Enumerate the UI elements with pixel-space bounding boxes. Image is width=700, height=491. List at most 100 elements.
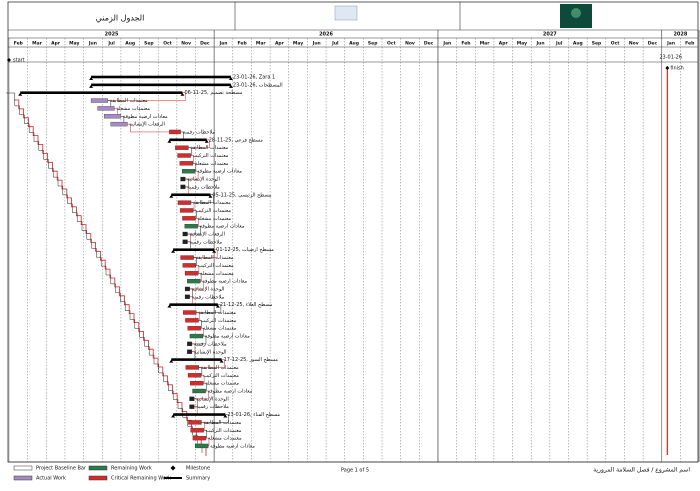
month-label: Mar: [32, 41, 43, 47]
relationship: [177, 194, 214, 203]
relationship-chain: [6, 92, 203, 453]
title: الجدول الزمني: [96, 14, 145, 23]
milestone-label: start: [13, 58, 25, 64]
legend-swatch: [13, 475, 33, 481]
task-label: الوحدة الإنشائية: [187, 177, 220, 183]
task-label: معادات ارضية مطوقة: [202, 279, 247, 285]
month-label: Dec: [424, 41, 434, 47]
month-label: Jul: [107, 41, 115, 47]
logo: [560, 4, 592, 28]
task-label: معتمدات مشغلة: [116, 106, 150, 112]
month-label: Dec: [648, 41, 658, 47]
task-label: 05-11-25, مسطح الرئيسي: [212, 192, 271, 198]
task-label: معتمدات التركيب: [198, 263, 234, 269]
task-label: معتمدات المطابقة: [190, 145, 228, 151]
summary-bar: [171, 193, 211, 197]
project-name: اسم المشروع / فصل السلامة المرورية: [593, 467, 690, 474]
task-label: معادات ارضية مطوقة: [200, 224, 245, 230]
legend-label: Project Baseline Bar: [36, 466, 87, 472]
year-label: 2027: [543, 32, 557, 38]
relationship: [175, 139, 210, 148]
month-label: Apr: [51, 41, 61, 47]
task-label: 23-01-26, المسطحات: [233, 82, 283, 88]
actual-bar: [97, 106, 115, 111]
task-label: معادات ارضية مطوقة: [208, 389, 253, 395]
task-label: ملاحظات رقمية: [187, 184, 220, 190]
relationship-chain: [14, 99, 207, 456]
milestone-label: finish: [670, 66, 683, 72]
month-label: Mar: [256, 41, 267, 47]
month-label: Sep: [592, 41, 602, 47]
legend-label: Milestone: [186, 466, 210, 472]
task-label: معتمدات مشغلة: [195, 161, 229, 167]
month-label: Oct: [611, 41, 620, 47]
legend-swatch: [88, 465, 108, 471]
task-label: 23-01-26, Zara 1: [233, 75, 275, 81]
month-label: May: [69, 41, 79, 47]
task-label: ملاحظات رقمية: [192, 294, 225, 300]
summary-bar: [173, 413, 226, 416]
summary-bar: [91, 83, 231, 87]
month-label: May: [517, 41, 527, 47]
milestone-bar: [184, 286, 190, 292]
month-label: Jan: [666, 41, 675, 47]
month-label: Feb: [461, 41, 471, 47]
relationship: [187, 335, 207, 345]
milestone-bar: [180, 184, 186, 190]
month-label: Feb: [685, 41, 695, 47]
logo: [334, 5, 358, 21]
task-label: 06-11-25, مسطحة تصميم: [184, 90, 242, 96]
critical-bar: [190, 380, 204, 386]
month-label: Feb: [14, 41, 24, 47]
task-label: معتمدات التركيب: [203, 373, 239, 379]
critical-bar: [169, 129, 181, 135]
month-label: Apr: [275, 41, 285, 47]
task-label: ملاحظات رقمية: [189, 239, 222, 245]
task-label: معتمدات المطابقة: [196, 255, 234, 261]
month-label: Feb: [238, 41, 248, 47]
remaining-bar: [184, 223, 198, 229]
task-label: معتمدات مشغلة: [205, 381, 239, 387]
task-label: 28-11-25, مسطح فرعي: [209, 137, 264, 143]
frame: [7, 1, 699, 463]
month-label: Jul: [555, 41, 563, 47]
critical-bar: [185, 318, 199, 323]
relationship: [185, 359, 225, 368]
summary-bar: [171, 358, 222, 361]
summary-bar: [91, 75, 231, 79]
milestone-bar: [182, 239, 188, 245]
month-label: Apr: [499, 41, 509, 47]
milestone-bar: [189, 396, 195, 402]
actual-bar: [90, 98, 108, 103]
milestone-bar: [180, 176, 186, 182]
task-label: 17-12-25, مسطح السور: [224, 357, 279, 363]
legend-swatch: [88, 475, 108, 481]
relationship: [180, 249, 218, 258]
year-label: 2028: [673, 32, 687, 38]
task-label: معتمدات مشغلة: [203, 326, 237, 332]
critical-bar: [180, 255, 194, 260]
task-label: معتمدات مشغلة: [198, 216, 232, 222]
legend-swatch: [13, 465, 33, 471]
critical-bar: [184, 271, 199, 276]
month-label: Mar: [480, 41, 491, 47]
task-label: الوحدة الإنشائية: [194, 349, 227, 355]
task-label: معادات ارضية مطوقة: [123, 114, 168, 120]
critical-bar: [177, 153, 191, 158]
task-label: معتمدات المطابقة: [193, 200, 231, 206]
critical-bar: [180, 208, 194, 213]
critical-bar: [182, 263, 197, 268]
legend-label: Critical Remaining Work: [111, 476, 171, 482]
task-label: معادات ارضية مطوقة: [197, 169, 242, 175]
milestone: [665, 66, 670, 70]
month-label: May: [293, 41, 303, 47]
month-label: Nov: [629, 41, 639, 47]
relationship: [185, 280, 204, 290]
month-label: Nov: [405, 41, 415, 47]
critical-bar: [185, 365, 200, 370]
remaining-bar: [192, 388, 206, 394]
month-label: Jan: [219, 41, 228, 47]
task-label: ملاحظات رقمية: [183, 129, 216, 135]
relationship: [127, 123, 170, 133]
critical-bar: [177, 200, 192, 205]
